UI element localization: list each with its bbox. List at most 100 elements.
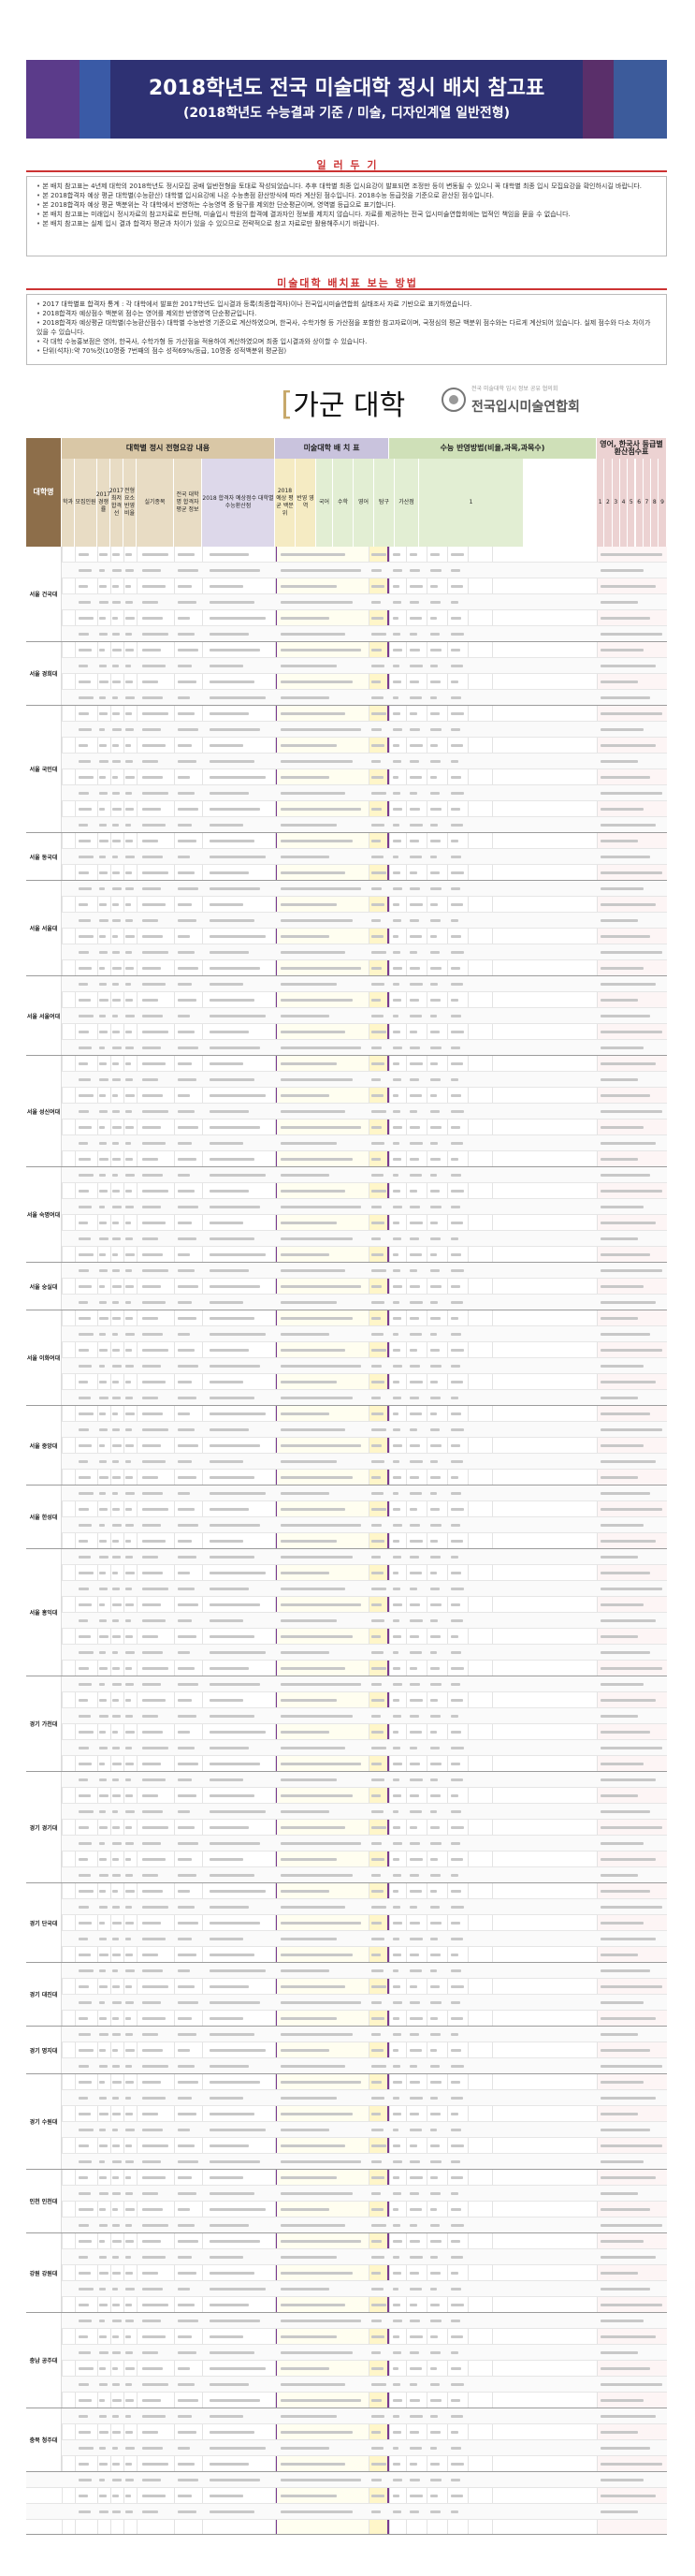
cell-text	[601, 2431, 638, 2434]
cell-text	[371, 1651, 384, 1654]
cell-text	[393, 585, 399, 588]
cell-text	[281, 951, 345, 954]
cell-text	[178, 2479, 198, 2481]
cell-text	[142, 2129, 164, 2131]
group-separator	[26, 641, 667, 642]
cell-text	[112, 1428, 120, 1431]
cell-text	[125, 2001, 134, 2004]
cell-text	[142, 1699, 167, 1702]
cell-text	[601, 1954, 638, 1956]
cell-text	[601, 1317, 638, 1320]
cell-text	[281, 2081, 361, 2084]
cell-text	[601, 2463, 662, 2466]
cell-text	[99, 2351, 109, 2354]
university-name: 서울 서울대	[26, 881, 62, 976]
cell-text	[410, 1046, 421, 1049]
cell-text	[371, 2113, 381, 2115]
cell-text	[410, 1206, 421, 1208]
cell-text	[451, 1858, 463, 1861]
cell-text	[125, 1460, 131, 1463]
cell-text	[393, 1715, 401, 1718]
cell-text	[112, 1588, 120, 1590]
cell-text	[601, 1588, 662, 1590]
cell-text	[178, 1301, 193, 1304]
group-separator	[26, 880, 667, 881]
table-row	[26, 913, 667, 929]
cell-text	[601, 649, 644, 651]
cell-text	[451, 840, 459, 842]
cell-text	[601, 2017, 657, 2020]
cell-text	[125, 2383, 132, 2386]
cell-text	[142, 1810, 164, 1813]
cell-text	[99, 2288, 106, 2291]
cell-text	[125, 776, 135, 779]
cell-text	[178, 1206, 198, 1208]
section-title: 가군 대학	[293, 389, 406, 422]
cell-text	[125, 792, 132, 795]
table-row	[26, 1836, 667, 1852]
cell-text	[210, 1826, 249, 1829]
cell-text	[178, 2383, 195, 2386]
cell-text	[112, 712, 120, 715]
table-row	[26, 2122, 667, 2138]
cell-text	[371, 585, 385, 588]
cell-text	[430, 999, 441, 1002]
cell-text	[371, 1158, 381, 1161]
cell-text	[178, 824, 193, 827]
cell-text	[99, 1985, 108, 1988]
cell-text	[393, 2495, 399, 2497]
cell-text	[281, 1285, 361, 1288]
cell-text	[281, 2399, 361, 2402]
header-grade: 9	[659, 459, 667, 547]
cell-text	[112, 1603, 122, 1606]
cell-text	[99, 728, 105, 731]
cell-text	[451, 824, 463, 827]
cell-text	[79, 792, 90, 795]
cell-text	[371, 1062, 385, 1065]
cell-text	[99, 1619, 107, 1622]
group-separator	[26, 1166, 667, 1167]
cell-text	[451, 1969, 462, 1972]
cell-text	[281, 2208, 329, 2211]
cell-text	[393, 744, 399, 747]
cell-text	[178, 2288, 191, 2291]
cell-text	[281, 649, 361, 651]
cell-text	[393, 1412, 398, 1415]
cell-text	[393, 2256, 399, 2259]
cell-text	[281, 1826, 345, 1829]
table-row	[26, 1788, 667, 1804]
cell-text	[430, 1046, 442, 1049]
cell-text	[178, 1253, 191, 1256]
cell-text	[451, 1651, 462, 1654]
cell-text	[393, 2367, 398, 2370]
university-name: 경기 대진대	[26, 1963, 62, 2027]
table-row	[26, 2265, 667, 2281]
table-row	[26, 2488, 667, 2504]
cell-text	[112, 1954, 121, 1956]
cell-text	[281, 1699, 338, 1702]
group-separator	[26, 1405, 667, 1406]
cell-text	[210, 1158, 254, 1161]
cell-text	[112, 1046, 122, 1049]
cell-text	[430, 840, 441, 842]
cell-text	[430, 1556, 441, 1559]
grid-line	[62, 547, 63, 2534]
cell-text	[410, 1078, 419, 1081]
cell-text	[371, 728, 383, 731]
cell-text	[79, 887, 93, 890]
cell-text	[79, 2176, 88, 2179]
cell-text	[451, 2272, 459, 2275]
cell-text	[125, 871, 132, 874]
cell-text	[451, 935, 462, 938]
cell-text	[112, 649, 122, 651]
cell-text	[142, 1285, 161, 1288]
cell-text	[125, 1126, 134, 1129]
cell-text	[601, 1412, 650, 1415]
cell-text	[112, 1015, 118, 1017]
cell-text	[281, 2224, 345, 2227]
cell-text	[281, 2288, 329, 2291]
cell-text	[112, 1556, 121, 1559]
cell-text	[281, 2001, 361, 2004]
table-row	[26, 1008, 667, 1024]
cell-text	[178, 2256, 193, 2259]
